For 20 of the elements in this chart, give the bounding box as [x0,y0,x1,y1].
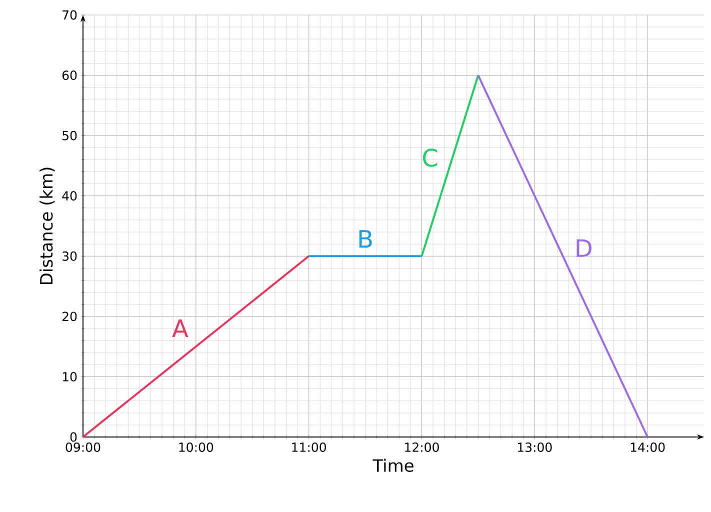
y-axis-title: Distance (km) [40,168,55,284]
x-tick-label: 14:00 [630,442,665,452]
series-label: A [172,320,188,338]
y-tick-label: 20 [62,312,77,322]
x-axis-title: Time [372,458,414,472]
x-tick-label: 10:00 [179,442,214,452]
x-tick-label: 11:00 [292,442,326,452]
y-tick-label: 70 [62,10,77,20]
series-label: D [576,239,592,257]
y-tick-label: 0 [70,432,77,442]
series-label: B [359,230,372,248]
y-tick-label: 60 [62,70,77,80]
series-label: C [423,148,438,167]
x-tick-label: 12:00 [405,442,439,452]
y-tick-label: 50 [62,130,77,140]
y-tick-label: 40 [62,191,77,201]
y-tick-label: 10 [62,372,77,382]
y-tick-label: 30 [62,251,77,261]
x-tick-label: 13:00 [518,442,552,452]
x-tick-label: 09:00 [66,442,100,452]
